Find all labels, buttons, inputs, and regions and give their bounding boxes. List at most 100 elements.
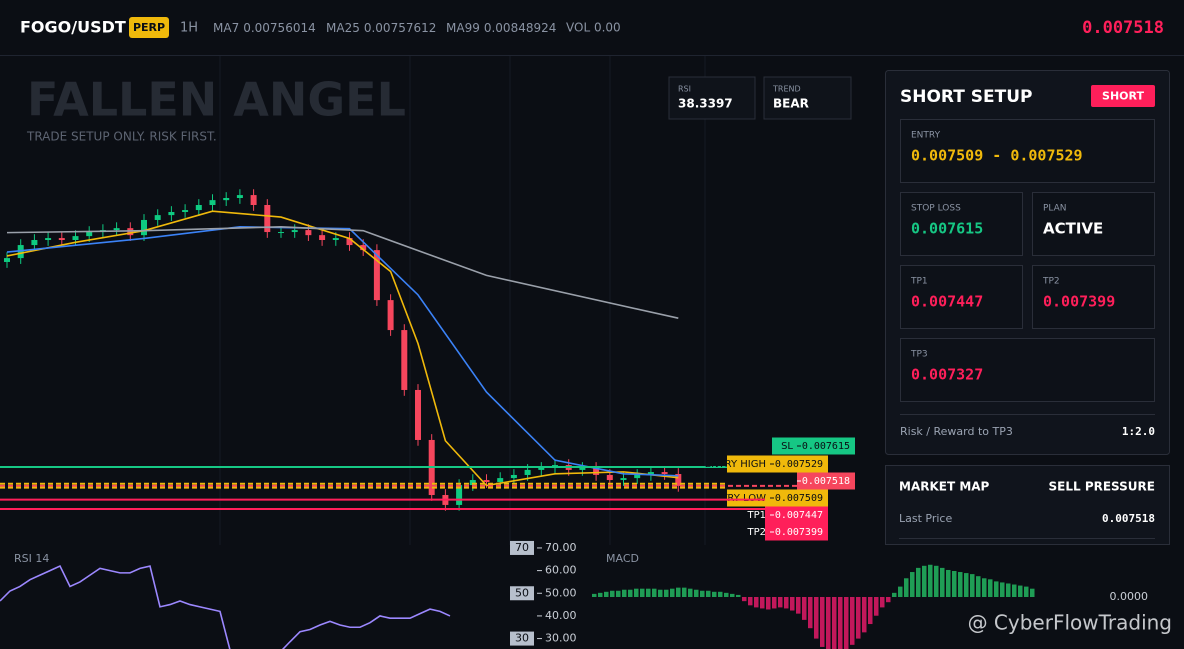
level-value: 0.007518 (802, 476, 850, 487)
level-tag (765, 506, 828, 524)
level-tag (727, 489, 828, 507)
macd-bar (628, 589, 633, 597)
macd-title: MACD (606, 552, 639, 565)
level-value: 0.007399 (775, 527, 823, 538)
candle-body (278, 232, 284, 234)
macd-bar (760, 597, 765, 609)
rsi-marker: 30 (515, 632, 529, 645)
sl-value: 0.007615 (911, 220, 983, 238)
macd-bar (976, 576, 981, 597)
candle-body (291, 230, 298, 233)
macd-bar (922, 565, 927, 597)
market-title: MARKET MAP (899, 480, 990, 494)
interval[interactable]: 1H (180, 21, 198, 36)
macd-bar (748, 597, 753, 606)
entry-box (900, 119, 1155, 183)
short-badge[interactable]: SHORT (1102, 90, 1144, 103)
macd-bar (958, 572, 963, 597)
macd-bar (664, 589, 669, 597)
last-price: 0.007518 (1082, 18, 1164, 38)
entry-label: ENTRY (911, 131, 941, 141)
plan-box (1032, 192, 1155, 256)
macd-bar (592, 593, 597, 597)
candle-body (524, 469, 531, 475)
level-label: ENTRY LOW (708, 493, 767, 504)
short-badge-bg[interactable] (1091, 85, 1155, 107)
macd-bar (658, 589, 663, 597)
rr-label: Risk / Reward to TP3 (900, 425, 1013, 438)
candle-body (497, 478, 504, 482)
macd-bar (862, 597, 867, 633)
indicators: MA7 0.00756014 MA25 0.00757612 MA99 0.0084892… (213, 21, 556, 35)
macd-bar (676, 587, 681, 597)
setup-title: SHORT SETUP (900, 87, 1032, 107)
indicator-name: MA7 (213, 21, 239, 35)
macd-bar (856, 597, 861, 639)
macd-bar (850, 597, 855, 645)
macd-bar (898, 586, 903, 597)
watermark: @ CyberFlowTrading (968, 611, 1172, 635)
candle-body (634, 474, 641, 479)
sl-box (900, 192, 1023, 256)
stat-label: TREND (772, 85, 801, 94)
macd-bar (970, 574, 975, 597)
level-tag (727, 455, 828, 473)
rsi-panel: 70.00 60.00 50.00 40.00 30.00 70 50 30 (0, 540, 577, 649)
macd-bar (772, 597, 777, 609)
macd-bar (622, 589, 627, 597)
candle-body (141, 219, 147, 236)
candle-body (305, 230, 312, 236)
candle-body (113, 228, 120, 231)
macd-bar (1000, 582, 1005, 597)
symbol: FOGO/USDT (20, 18, 126, 37)
level-value: 0.007615 (802, 441, 850, 452)
macd-bar (766, 597, 771, 610)
macd-bar (880, 597, 885, 608)
tp1-value: 0.007447 (911, 293, 983, 311)
rsi-tick-label: 50.00 (545, 586, 577, 599)
candle-body (675, 474, 682, 486)
macd-bar (940, 567, 945, 597)
level-label: ENTRY HIGH (705, 459, 766, 470)
candle-body (373, 250, 380, 301)
tp2-value: 0.007399 (1043, 293, 1115, 311)
candle-body (250, 195, 257, 205)
macd-bar (652, 588, 657, 597)
macd-bar (820, 597, 825, 647)
macd-bar (952, 571, 957, 597)
plan-value: ACTIVE (1043, 220, 1103, 238)
macd-bar (796, 597, 801, 614)
rsi-tick-label: 60.00 (545, 564, 577, 577)
rsi-tick-label: 70.00 (545, 541, 577, 554)
macd-bar (832, 597, 837, 649)
indicator-value: 0.00848924 (484, 21, 557, 35)
macd-bar (610, 590, 615, 597)
candle-body (319, 235, 326, 241)
candle-body (31, 240, 38, 246)
candle-body (4, 258, 10, 262)
candle-body (510, 474, 517, 479)
macd-bar (1024, 586, 1029, 597)
candle-body (620, 478, 627, 481)
candle-body (182, 210, 189, 212)
levels: 0.007615 SL 0.007529 ENTRY HIGH 0.007518 0.00… (0, 437, 855, 541)
tp1-label: TP1 (910, 277, 928, 287)
candle-body (264, 204, 271, 233)
watermark-title: FALLEN ANGEL (27, 73, 406, 127)
macd-bar (838, 597, 843, 649)
ma-line (6, 225, 679, 319)
level-value: 0.007447 (775, 510, 823, 521)
candle-body (209, 200, 216, 205)
macd-bar (844, 597, 849, 649)
macd-bar (724, 592, 729, 597)
macd-bar (742, 597, 747, 602)
market-status: SELL PRESSURE (1049, 480, 1155, 494)
macd-bar (754, 597, 759, 608)
macd-bar (646, 588, 651, 597)
stat-label: RSI (678, 85, 691, 94)
stat-value: BEAR (773, 97, 809, 111)
macd-bar (928, 564, 933, 597)
candle-body (17, 245, 24, 259)
macd-bar (994, 581, 999, 597)
macd-bar (946, 569, 951, 597)
